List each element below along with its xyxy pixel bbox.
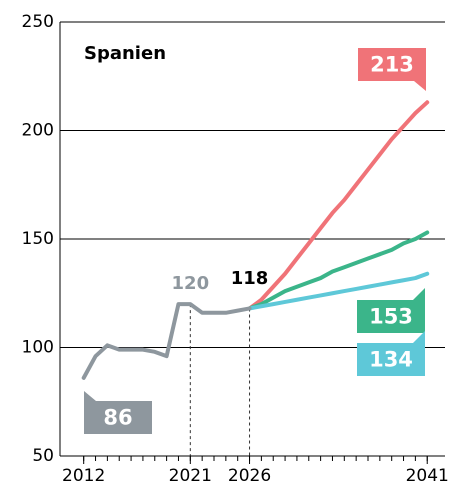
data-label: 120 xyxy=(172,273,210,294)
data-label: 134 xyxy=(369,348,413,372)
y-tick-label: 50 xyxy=(32,446,54,466)
line xyxy=(247,271,430,311)
line xyxy=(247,100,430,311)
data-label: 153 xyxy=(369,305,413,329)
callout-box xyxy=(358,48,426,91)
line xyxy=(247,230,430,311)
x-tick-label: 2041 xyxy=(406,466,449,486)
callout-box xyxy=(357,288,425,333)
data-label: 213 xyxy=(370,53,414,77)
x-tick-label: 2012 xyxy=(62,466,105,486)
callout-box xyxy=(357,331,425,376)
callout-box xyxy=(84,391,152,434)
data-label: 86 xyxy=(103,406,132,430)
x-tick-label: 2026 xyxy=(228,466,271,486)
y-tick-label: 200 xyxy=(22,121,54,141)
x-tick-label: 2021 xyxy=(169,466,212,486)
data-label: 118 xyxy=(231,268,269,289)
y-tick-label: 150 xyxy=(22,229,54,249)
y-tick-label: 100 xyxy=(22,338,54,358)
line xyxy=(81,302,252,380)
y-tick-label: 250 xyxy=(22,12,54,32)
chart-title: Spanien xyxy=(84,43,166,64)
